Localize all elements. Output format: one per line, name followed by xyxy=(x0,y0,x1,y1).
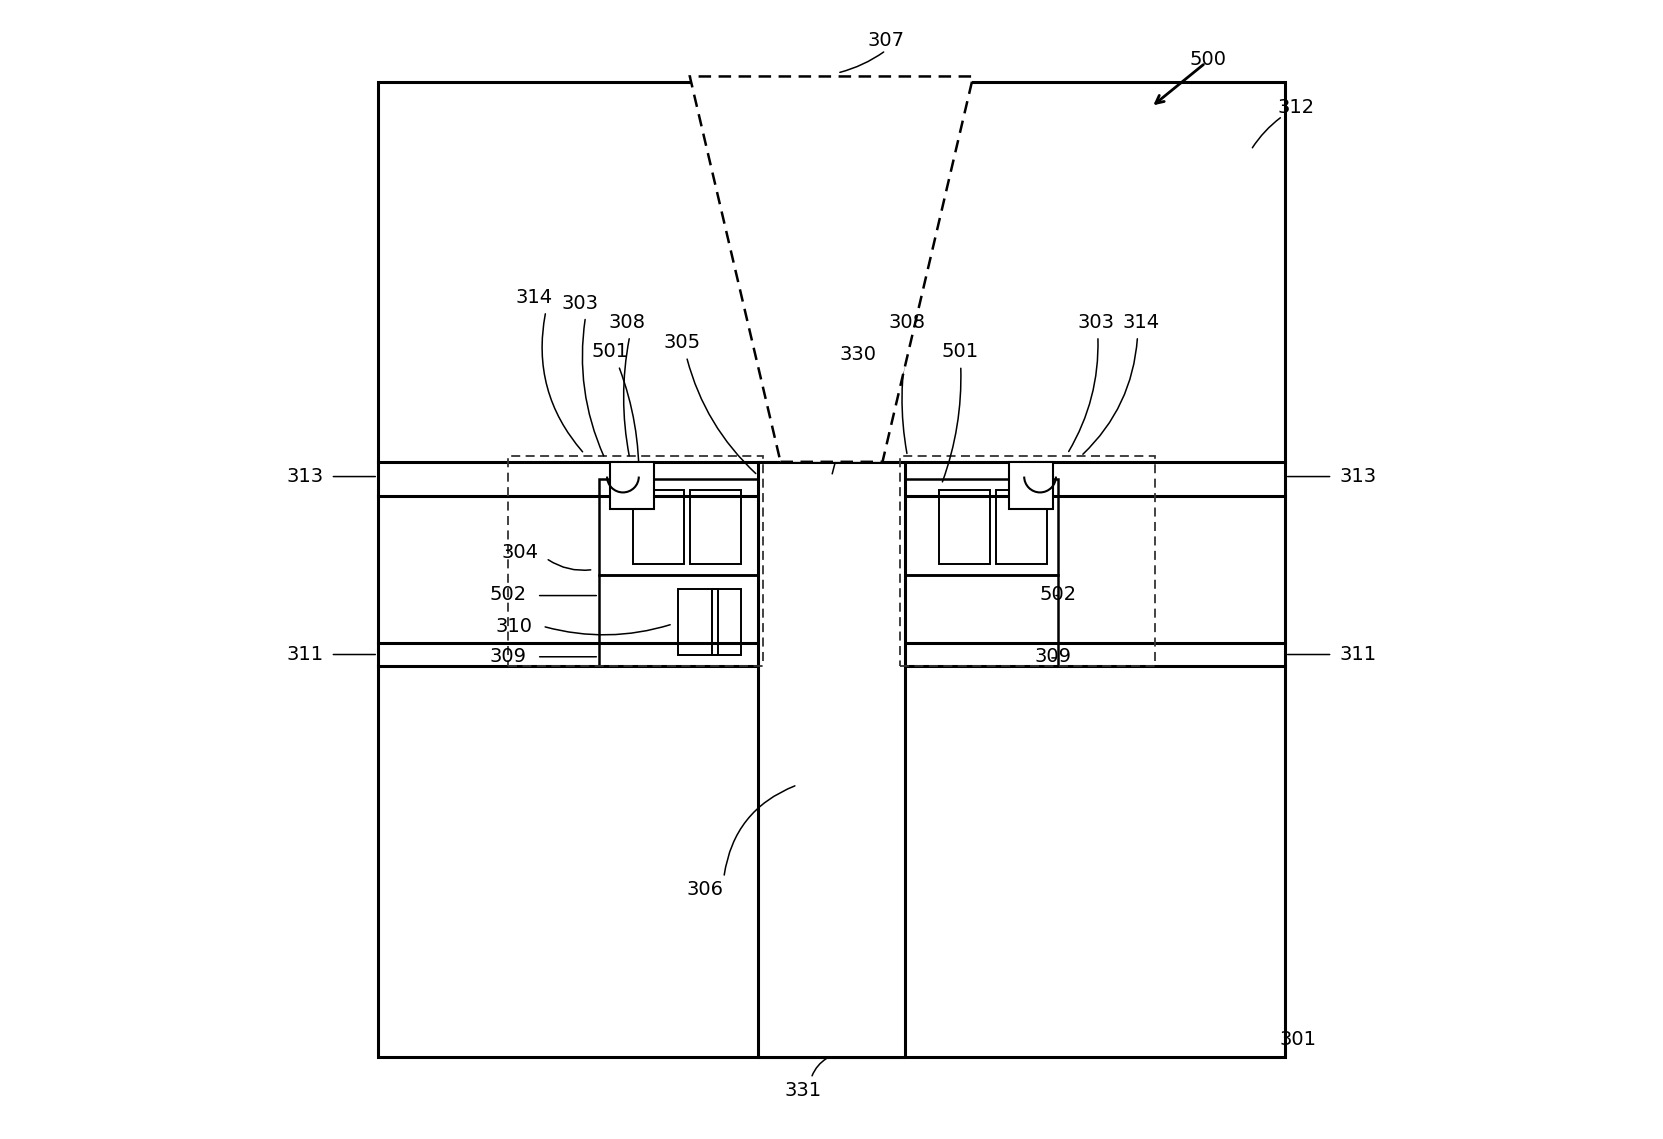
Text: 501: 501 xyxy=(592,343,629,361)
Text: 313: 313 xyxy=(286,467,324,486)
Text: 307: 307 xyxy=(868,31,905,50)
Text: 304: 304 xyxy=(501,543,539,562)
Text: 330: 330 xyxy=(840,345,876,363)
Bar xyxy=(758,461,905,1057)
Text: 305: 305 xyxy=(664,334,700,352)
Polygon shape xyxy=(690,76,973,461)
Bar xyxy=(905,575,1058,666)
Text: 301: 301 xyxy=(1279,1031,1315,1049)
Text: 314: 314 xyxy=(516,288,554,308)
Text: 502: 502 xyxy=(491,585,527,604)
Bar xyxy=(679,589,718,655)
Bar xyxy=(690,490,740,564)
Bar xyxy=(378,82,1285,1057)
Bar xyxy=(996,490,1046,564)
Bar xyxy=(940,490,989,564)
Text: 312: 312 xyxy=(1277,98,1315,116)
Text: 303: 303 xyxy=(1078,313,1114,331)
Text: 303: 303 xyxy=(562,294,599,312)
Bar xyxy=(634,490,683,564)
Text: 502: 502 xyxy=(1039,585,1076,604)
Text: 308: 308 xyxy=(609,313,645,331)
Bar xyxy=(599,575,758,666)
Text: 331: 331 xyxy=(785,1081,822,1100)
Bar xyxy=(905,478,1058,575)
Bar xyxy=(509,456,763,666)
Text: 309: 309 xyxy=(1034,647,1071,666)
Text: 313: 313 xyxy=(1339,467,1377,486)
Text: 306: 306 xyxy=(687,879,723,899)
Text: 501: 501 xyxy=(941,343,978,361)
Bar xyxy=(900,456,1154,666)
Text: 308: 308 xyxy=(890,313,926,331)
Text: 309: 309 xyxy=(491,647,527,666)
Bar xyxy=(610,461,654,509)
Bar xyxy=(1009,461,1053,509)
Text: 314: 314 xyxy=(1123,313,1159,331)
Text: 311: 311 xyxy=(1339,645,1377,664)
Bar xyxy=(712,589,740,655)
Text: 311: 311 xyxy=(286,645,324,664)
Bar xyxy=(599,478,758,575)
Text: 500: 500 xyxy=(1189,50,1226,69)
Text: 310: 310 xyxy=(496,616,532,636)
